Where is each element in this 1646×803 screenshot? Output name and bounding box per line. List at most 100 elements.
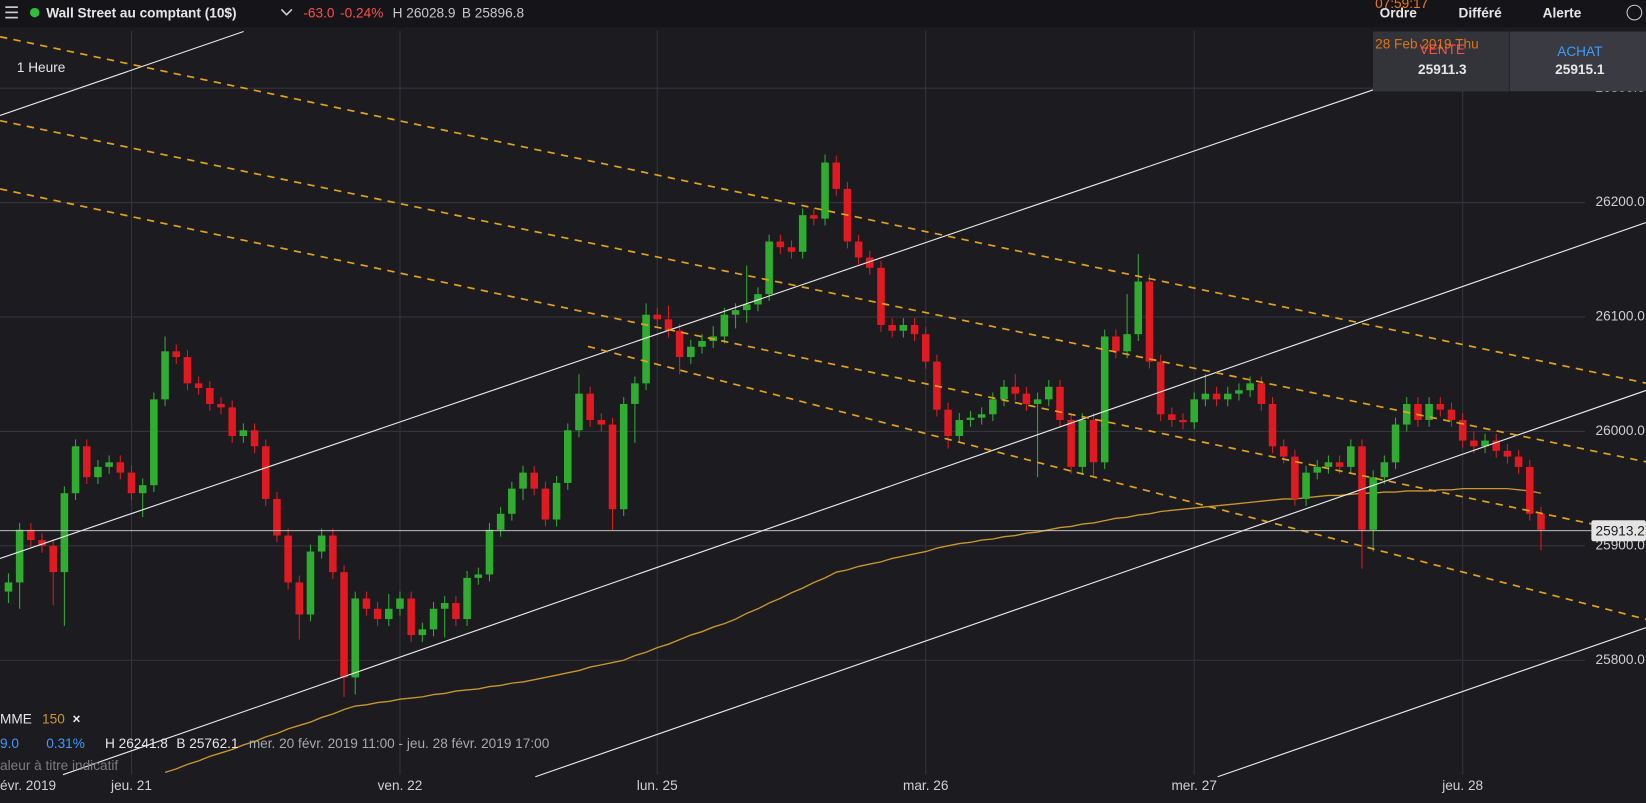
candle-body <box>765 241 773 295</box>
x-tick-label: lun. 25 <box>637 778 678 793</box>
candle-body <box>1537 513 1545 530</box>
y-tick-label: 26200.0 <box>1596 194 1646 209</box>
legend-low: B 25762.1 <box>176 736 238 751</box>
info-icon[interactable] <box>1626 4 1643 21</box>
status-dot <box>29 7 40 18</box>
candle-body <box>1168 414 1176 420</box>
candle-body <box>1313 466 1322 473</box>
x-tick-label: mer. 27 <box>1171 778 1216 793</box>
candle-body <box>340 572 348 678</box>
menu-icon[interactable] <box>5 6 18 19</box>
sell-button[interactable] <box>1373 31 1510 92</box>
candle-body <box>329 535 337 573</box>
candle-body <box>608 424 617 510</box>
candle-body <box>463 577 471 620</box>
candle-body <box>787 247 796 252</box>
last-price-tag <box>1591 520 1646 542</box>
candle-body <box>563 430 572 483</box>
candle-body <box>474 574 483 578</box>
candle-body <box>1391 424 1400 463</box>
menu-item[interactable]: Ordre <box>1380 5 1418 20</box>
candle-body <box>1335 462 1344 467</box>
top-bar <box>0 0 1646 28</box>
legend-note: aleur à titre indicatif <box>0 758 118 773</box>
candle-body <box>38 540 46 546</box>
buy-price[interactable]: 25915.1 <box>1555 62 1605 77</box>
trend-line <box>1217 627 1646 778</box>
channel-line <box>587 345 1646 621</box>
x-tick-label: mar. 26 <box>903 778 948 793</box>
change-pct: -0.24% <box>340 5 383 20</box>
candle-body <box>284 535 292 583</box>
menu-item[interactable]: Alerte <box>1543 5 1582 20</box>
timestamp: 28 Feb 2019 Thu <box>1375 37 1479 52</box>
axis: 25800.025900.026000.026100.026200.026300… <box>0 80 1646 793</box>
candle-body <box>664 319 673 331</box>
candle-body <box>1257 383 1266 404</box>
candle-body <box>418 629 427 636</box>
candle-body <box>798 215 807 252</box>
candle-body <box>955 419 964 436</box>
candle-body <box>239 430 248 436</box>
candle-body <box>317 535 326 552</box>
candle-body <box>429 608 438 630</box>
remove-indicator[interactable]: × <box>72 712 80 727</box>
candle-body <box>71 446 80 494</box>
grid <box>0 30 1586 775</box>
candle-body <box>1279 446 1288 457</box>
candle-body <box>586 393 594 420</box>
buy-label[interactable]: ACHAT <box>1557 44 1603 59</box>
candle-body <box>49 545 57 573</box>
y-tick-label: 26000.0 <box>1596 423 1646 438</box>
interval[interactable]: 1 Heure <box>17 60 65 75</box>
candle-body <box>575 393 583 431</box>
candle-body <box>228 407 236 436</box>
candle-body <box>1347 446 1355 467</box>
candle-body <box>519 472 527 489</box>
candle-body <box>910 325 919 335</box>
change: -63.0 <box>303 5 334 20</box>
header-low: B 25896.8 <box>462 5 524 20</box>
x-tick-label: jeu. 28 <box>1441 778 1483 793</box>
trend-line <box>0 88 1376 559</box>
dropdown[interactable] <box>280 8 293 16</box>
candle-body <box>138 485 147 494</box>
candle-body <box>1056 386 1064 420</box>
candle-body <box>4 582 13 592</box>
legend-high: H 26241.8 <box>105 736 168 751</box>
candle-body <box>351 598 360 678</box>
candle-body <box>1369 477 1377 530</box>
candle-body <box>1447 409 1456 420</box>
candle-body <box>642 314 650 384</box>
candle-body <box>306 551 315 615</box>
candle-body <box>619 403 628 510</box>
candle-body <box>273 498 281 536</box>
candle-body <box>631 383 639 404</box>
x-tick-label: jeu. 21 <box>110 778 152 793</box>
candle-body <box>731 310 740 315</box>
trend-line <box>0 30 244 117</box>
candle-body <box>161 351 169 400</box>
menu-item[interactable]: Différé <box>1459 5 1503 20</box>
candle-body <box>1526 466 1534 514</box>
candle-body <box>1514 456 1523 467</box>
candle-body <box>1179 419 1187 423</box>
candle-body <box>27 529 35 541</box>
candle-body <box>720 314 729 337</box>
candle-body <box>385 608 393 620</box>
candle-body <box>1268 403 1277 447</box>
candle-body <box>1436 403 1445 410</box>
candle-body <box>1503 450 1512 457</box>
candle-body <box>127 472 136 494</box>
candle-body <box>261 446 270 499</box>
candle-body <box>854 241 863 258</box>
candle-body <box>1134 281 1143 335</box>
candle-body <box>977 414 986 418</box>
candle-body <box>966 417 975 420</box>
candle-body <box>194 383 203 388</box>
plot <box>4 154 1545 774</box>
candle-body <box>1112 336 1120 352</box>
candle-body <box>530 472 538 489</box>
candle-body <box>1481 440 1489 447</box>
